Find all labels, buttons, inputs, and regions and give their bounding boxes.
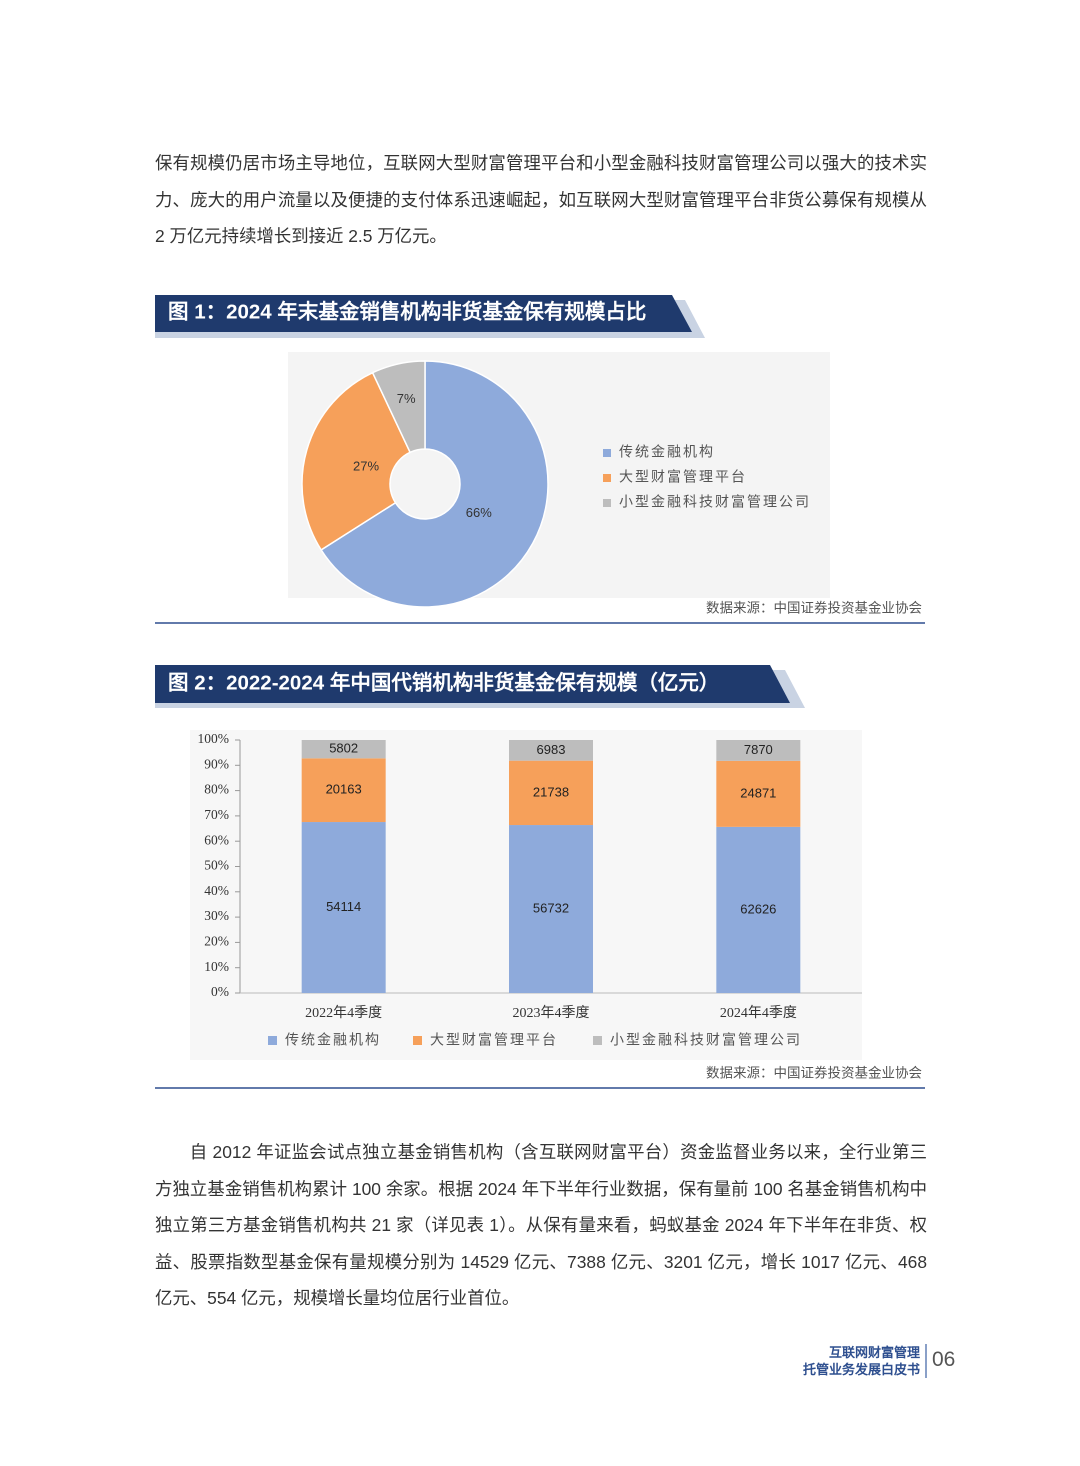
- data-label: 6983: [537, 742, 566, 757]
- figure-title: 图 1：2024 年末基金销售机构非货基金保有规模占比: [168, 299, 646, 323]
- bar-segment: [509, 740, 593, 761]
- pie-slice: [301, 371, 412, 551]
- banner: [155, 665, 790, 703]
- y-tick-label: 60%: [204, 832, 229, 847]
- bar-segment: [716, 826, 801, 993]
- pie-slice: [320, 360, 549, 608]
- legend-swatch: [603, 474, 611, 482]
- legend-label: 传统金融机构: [285, 1032, 381, 1048]
- legend-label: 小型金融科技财富管理公司: [610, 1032, 802, 1048]
- data-label: 5802: [329, 741, 358, 756]
- source-note: 数据来源：中国证券投资基金业协会: [706, 600, 922, 616]
- data-label: 20163: [326, 782, 362, 797]
- bar-segment: [716, 760, 801, 827]
- y-tick-label: 80%: [204, 782, 229, 797]
- y-tick-label: 40%: [204, 883, 229, 898]
- data-label: 54114: [326, 899, 361, 914]
- paragraph: 保有规模仍居市场主导地位，互联网大型财富管理平台和小型金融科技财富管理公司以强大…: [155, 153, 927, 246]
- legend-label: 小型金融科技财富管理公司: [619, 494, 811, 510]
- data-label: 7%: [397, 391, 416, 406]
- banner: [155, 295, 692, 332]
- legend-swatch: [268, 1036, 277, 1045]
- legend-swatch: [603, 499, 611, 507]
- y-tick-label: 30%: [204, 908, 229, 923]
- legend-swatch: [603, 449, 611, 457]
- data-label: 66%: [466, 505, 492, 520]
- legend-label: 大型财富管理平台: [619, 469, 747, 485]
- y-tick-label: 70%: [204, 807, 229, 822]
- bar-segment: [509, 760, 593, 826]
- y-tick-label: 100%: [198, 731, 230, 746]
- data-label: 24871: [740, 785, 776, 800]
- bar-segment: [301, 822, 386, 993]
- footer-divider: [925, 1344, 927, 1378]
- data-label: 62626: [740, 901, 776, 916]
- x-tick-label: 2023年4季度: [513, 1005, 590, 1021]
- legend-swatch: [413, 1036, 422, 1045]
- data-label: 27%: [353, 458, 379, 473]
- bar-segment: [509, 825, 593, 993]
- data-label: 56732: [533, 900, 569, 915]
- y-tick-label: 90%: [204, 756, 229, 771]
- y-tick-label: 10%: [204, 959, 229, 974]
- legend-label: 大型财富管理平台: [430, 1032, 558, 1048]
- legend-swatch: [593, 1036, 602, 1045]
- bar-segment: [716, 740, 801, 761]
- y-tick-label: 20%: [204, 933, 229, 948]
- source-note: 数据来源：中国证券投资基金业协会: [706, 1065, 922, 1081]
- paragraph: 自 2012 年证监会试点独立基金销售机构（含互联网财富平台）资金监督业务以来，…: [155, 1142, 927, 1308]
- legend-label: 传统金融机构: [619, 444, 715, 460]
- bar-segment: [301, 740, 386, 759]
- footer-line: 托管业务发展白皮书: [802, 1362, 920, 1377]
- x-tick-label: 2022年4季度: [305, 1005, 382, 1021]
- page-number: 06: [932, 1348, 956, 1371]
- data-label: 21738: [533, 784, 569, 799]
- x-tick-label: 2024年4季度: [720, 1005, 797, 1021]
- footer-title: 互联网财富管理 托管业务发展白皮书: [803, 1344, 920, 1378]
- bar-segment: [301, 758, 386, 823]
- footer-line: 互联网财富管理: [828, 1345, 920, 1360]
- pie-slice: [371, 360, 426, 454]
- data-label: 7870: [744, 742, 773, 757]
- y-tick-label: 0%: [211, 984, 229, 999]
- figure-title: 图 2：2022-2024 年中国代销机构非货基金保有规模（亿元）: [168, 670, 719, 694]
- y-tick-label: 50%: [204, 858, 229, 873]
